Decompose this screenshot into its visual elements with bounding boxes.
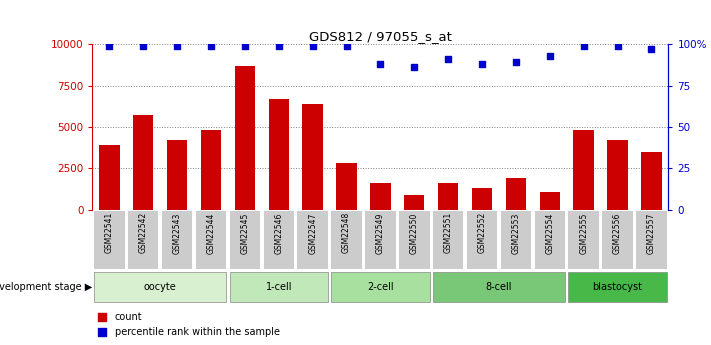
Text: GSM22546: GSM22546 xyxy=(274,212,283,254)
Point xyxy=(578,43,589,49)
FancyBboxPatch shape xyxy=(365,211,395,269)
FancyBboxPatch shape xyxy=(297,211,328,269)
Point xyxy=(273,43,284,49)
FancyBboxPatch shape xyxy=(162,211,193,269)
Text: blastocyst: blastocyst xyxy=(592,282,643,292)
Title: GDS812 / 97055_s_at: GDS812 / 97055_s_at xyxy=(309,30,451,43)
Bar xyxy=(269,99,289,210)
Text: GSM22554: GSM22554 xyxy=(545,212,555,254)
Point xyxy=(375,61,386,67)
FancyBboxPatch shape xyxy=(94,272,226,302)
Point xyxy=(171,43,183,49)
Point xyxy=(442,56,454,62)
Point xyxy=(409,65,420,70)
FancyBboxPatch shape xyxy=(467,211,497,269)
FancyBboxPatch shape xyxy=(636,211,667,269)
Bar xyxy=(235,66,255,210)
Bar xyxy=(607,140,628,210)
FancyBboxPatch shape xyxy=(331,211,362,269)
Point xyxy=(239,43,250,49)
FancyBboxPatch shape xyxy=(602,211,633,269)
Text: development stage ▶: development stage ▶ xyxy=(0,282,92,292)
Bar xyxy=(133,115,154,210)
Bar xyxy=(540,191,560,210)
Text: GSM22553: GSM22553 xyxy=(511,212,520,254)
Text: GSM22551: GSM22551 xyxy=(444,212,453,254)
FancyBboxPatch shape xyxy=(568,211,599,269)
Text: oocyte: oocyte xyxy=(144,282,176,292)
Bar xyxy=(370,183,390,210)
Text: GSM22552: GSM22552 xyxy=(478,212,486,254)
Text: GSM22557: GSM22557 xyxy=(647,212,656,254)
Point xyxy=(137,43,149,49)
FancyBboxPatch shape xyxy=(128,211,159,269)
Text: GSM22547: GSM22547 xyxy=(308,212,317,254)
Bar xyxy=(100,145,119,210)
FancyBboxPatch shape xyxy=(433,211,464,269)
Bar xyxy=(336,164,357,210)
Text: 8-cell: 8-cell xyxy=(486,282,512,292)
FancyBboxPatch shape xyxy=(501,211,531,269)
FancyBboxPatch shape xyxy=(94,211,124,269)
FancyBboxPatch shape xyxy=(264,211,294,269)
Text: GSM22542: GSM22542 xyxy=(139,212,148,254)
FancyBboxPatch shape xyxy=(196,211,226,269)
Bar xyxy=(404,195,424,210)
Bar xyxy=(641,152,661,210)
FancyBboxPatch shape xyxy=(230,211,260,269)
Text: GSM22548: GSM22548 xyxy=(342,212,351,254)
Bar xyxy=(167,140,187,210)
Bar xyxy=(506,178,526,210)
Text: GSM22545: GSM22545 xyxy=(240,212,250,254)
FancyBboxPatch shape xyxy=(433,272,565,302)
Point xyxy=(646,46,657,52)
Text: GSM22543: GSM22543 xyxy=(173,212,181,254)
Bar xyxy=(472,188,492,210)
FancyBboxPatch shape xyxy=(535,211,565,269)
Text: GSM22541: GSM22541 xyxy=(105,212,114,254)
Point xyxy=(612,43,624,49)
Point xyxy=(476,61,488,67)
Text: 2-cell: 2-cell xyxy=(367,282,394,292)
Legend: count, percentile rank within the sample: count, percentile rank within the sample xyxy=(97,312,280,337)
Point xyxy=(104,43,115,49)
Point xyxy=(341,43,352,49)
Text: GSM22550: GSM22550 xyxy=(410,212,419,254)
FancyBboxPatch shape xyxy=(331,272,429,302)
Bar xyxy=(438,183,459,210)
Text: GSM22549: GSM22549 xyxy=(376,212,385,254)
Text: GSM22556: GSM22556 xyxy=(613,212,622,254)
FancyBboxPatch shape xyxy=(399,211,429,269)
Text: 1-cell: 1-cell xyxy=(265,282,292,292)
Bar xyxy=(302,104,323,210)
Point xyxy=(205,43,217,49)
Point xyxy=(510,60,522,65)
Text: GSM22555: GSM22555 xyxy=(579,212,588,254)
FancyBboxPatch shape xyxy=(568,272,667,302)
Point xyxy=(544,53,555,59)
FancyBboxPatch shape xyxy=(230,272,328,302)
Bar xyxy=(201,130,221,210)
Text: GSM22544: GSM22544 xyxy=(206,212,215,254)
Point xyxy=(307,43,319,49)
Bar xyxy=(574,130,594,210)
